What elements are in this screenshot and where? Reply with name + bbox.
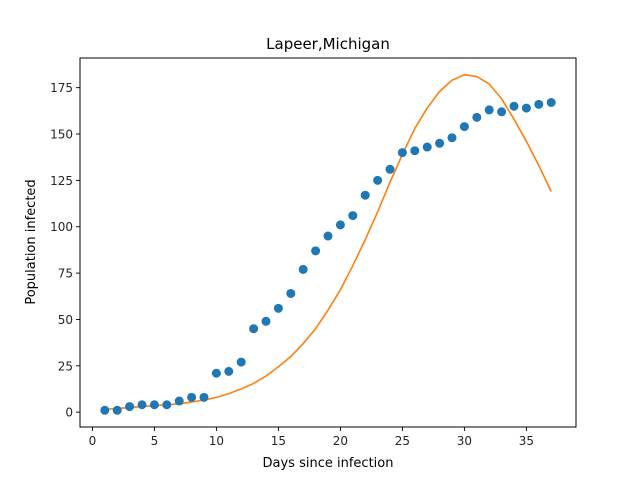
y-tick-label: 75	[58, 267, 73, 281]
x-tick-label: 0	[89, 434, 97, 448]
data-point	[211, 368, 221, 378]
x-axis-label: Days since infection	[263, 456, 394, 471]
data-point	[521, 103, 531, 113]
data-point	[125, 402, 135, 412]
data-point	[298, 264, 308, 274]
x-tick-label: 15	[271, 434, 286, 448]
data-point	[286, 288, 296, 298]
y-tick-label: 25	[58, 359, 73, 373]
x-tick-label: 30	[457, 434, 472, 448]
y-tick-label: 150	[50, 128, 73, 142]
data-point	[112, 405, 122, 415]
data-point	[273, 303, 283, 313]
y-tick-label: 0	[65, 406, 73, 420]
x-tick-label: 5	[151, 434, 159, 448]
data-point	[199, 392, 209, 402]
y-tick-label: 50	[58, 313, 73, 327]
data-point	[385, 164, 395, 174]
data-point	[323, 231, 333, 241]
data-point	[373, 175, 383, 185]
data-point	[509, 101, 519, 111]
data-point	[435, 138, 445, 148]
data-point	[410, 146, 420, 156]
data-point	[236, 357, 246, 367]
y-axis: 0 25 50 75 100 125 150 175	[50, 81, 80, 420]
plot-area	[100, 73, 556, 415]
x-tick-label: 20	[333, 434, 348, 448]
data-point	[224, 366, 234, 376]
data-point	[249, 324, 259, 334]
x-axis: 0 5 10 15 20 25 30 35	[89, 427, 534, 448]
data-point	[137, 400, 147, 410]
y-tick-label: 100	[50, 220, 73, 234]
data-point	[162, 400, 172, 410]
data-point	[100, 405, 110, 415]
y-axis-label: Population infected	[24, 179, 39, 304]
data-point	[149, 400, 159, 410]
data-point	[348, 211, 358, 221]
data-point	[534, 99, 544, 109]
axes-frame	[79, 57, 577, 428]
data-point	[472, 112, 482, 122]
x-tick-label: 25	[395, 434, 410, 448]
y-tick-label: 125	[50, 174, 73, 188]
data-point	[447, 133, 457, 143]
data-point	[484, 105, 494, 115]
data-point	[459, 122, 469, 132]
data-point	[187, 392, 197, 402]
x-tick-label: 10	[209, 434, 224, 448]
chart-title: Lapeer,Michigan	[266, 35, 390, 53]
data-point	[174, 396, 184, 406]
data-point	[311, 246, 321, 256]
data-point	[335, 220, 345, 230]
x-tick-label: 35	[519, 434, 534, 448]
data-point	[497, 107, 507, 117]
data-point	[360, 190, 370, 200]
data-point	[422, 142, 432, 152]
y-tick-label: 175	[50, 81, 73, 95]
data-point	[261, 316, 271, 326]
data-point	[546, 98, 556, 107]
data-point	[397, 148, 407, 158]
